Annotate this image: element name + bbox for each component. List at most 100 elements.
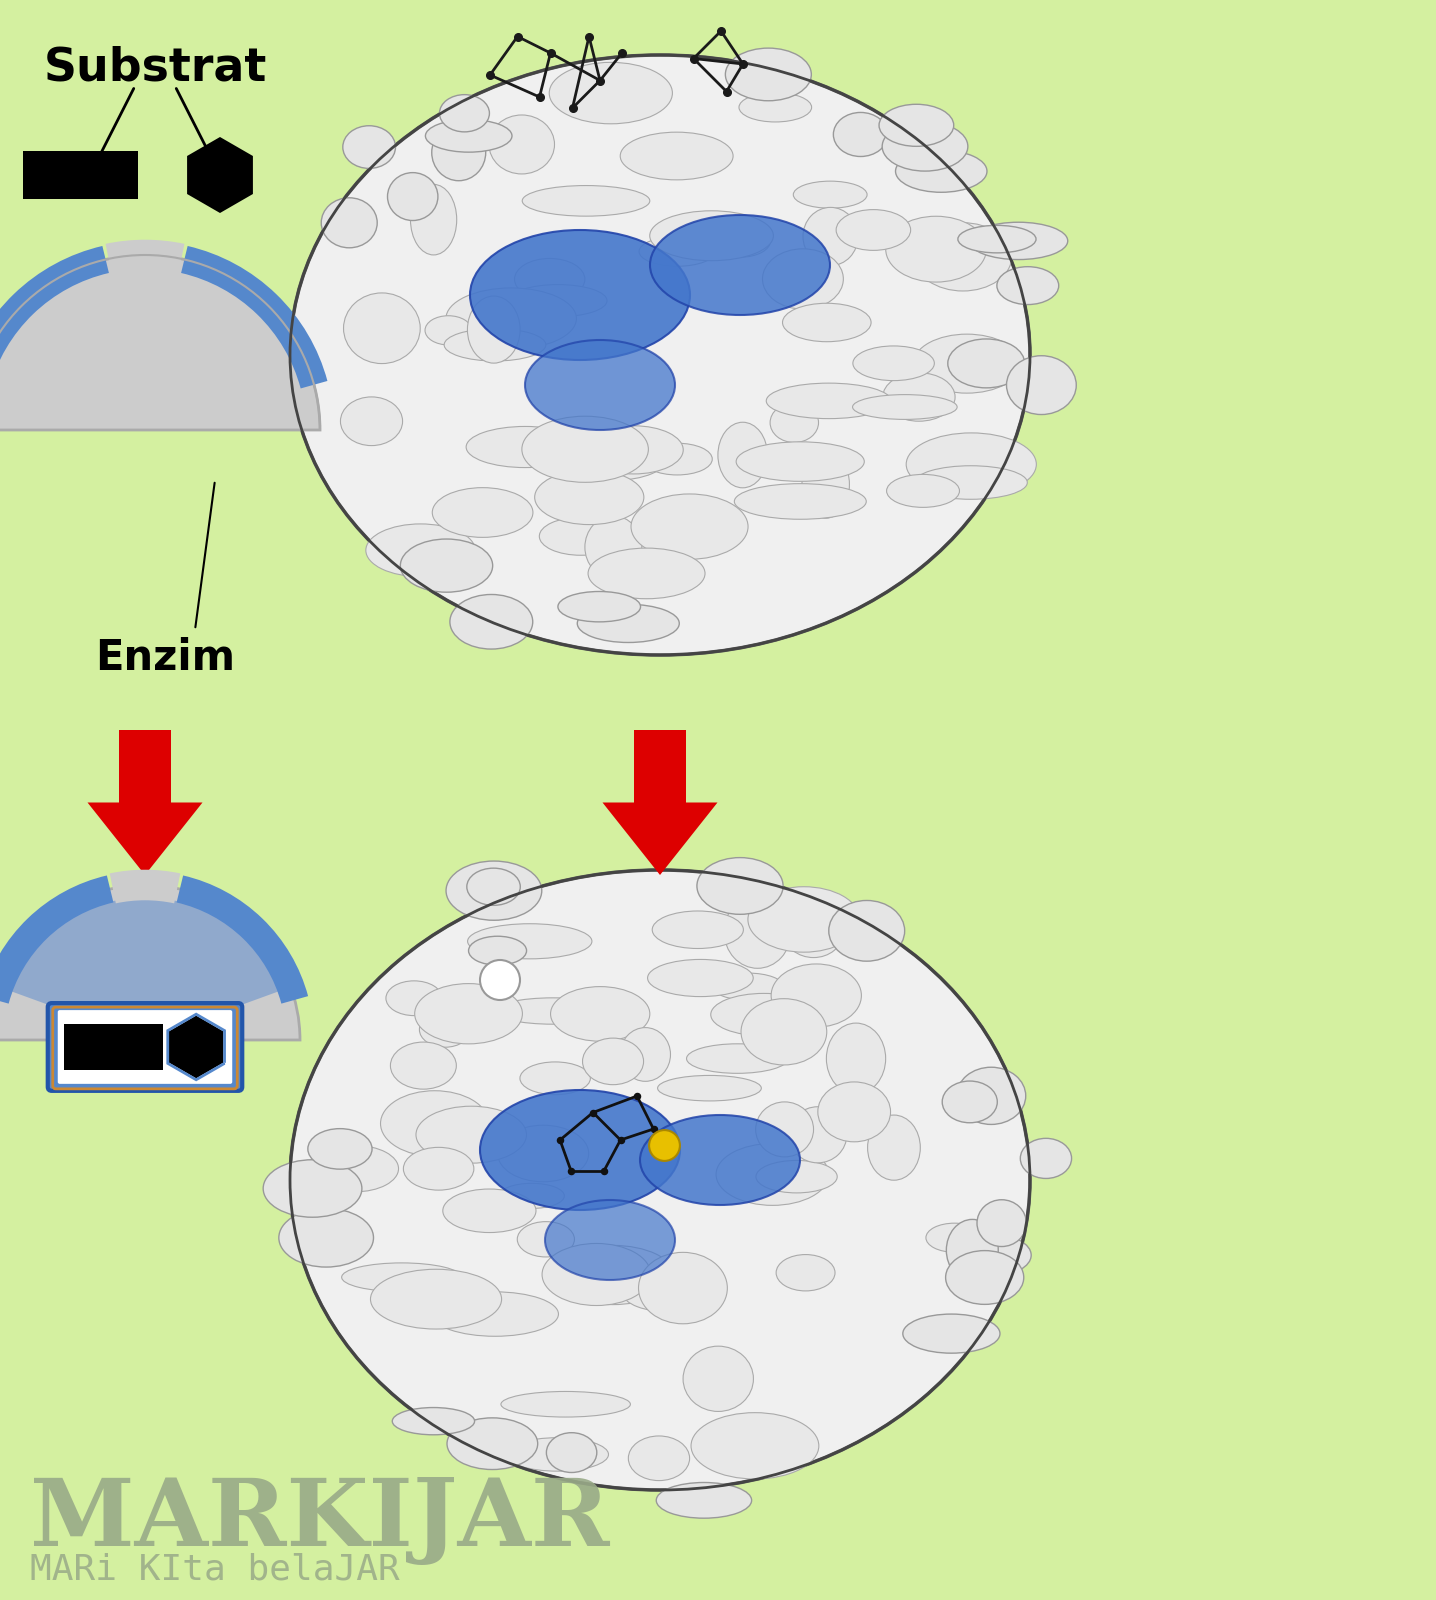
Ellipse shape bbox=[546, 1200, 675, 1280]
Ellipse shape bbox=[725, 48, 811, 101]
Ellipse shape bbox=[432, 488, 533, 538]
Ellipse shape bbox=[946, 1251, 1024, 1304]
Wedge shape bbox=[0, 885, 300, 1040]
Ellipse shape bbox=[490, 115, 554, 174]
Ellipse shape bbox=[470, 230, 691, 360]
Ellipse shape bbox=[609, 549, 681, 598]
Ellipse shape bbox=[734, 483, 866, 520]
Wedge shape bbox=[0, 254, 320, 430]
Ellipse shape bbox=[439, 94, 490, 131]
Ellipse shape bbox=[684, 1346, 754, 1411]
Ellipse shape bbox=[867, 1115, 920, 1181]
Ellipse shape bbox=[833, 112, 887, 157]
Ellipse shape bbox=[468, 923, 592, 958]
Ellipse shape bbox=[290, 54, 1030, 654]
Ellipse shape bbox=[549, 62, 672, 123]
Ellipse shape bbox=[948, 339, 1025, 387]
Ellipse shape bbox=[784, 909, 843, 957]
Ellipse shape bbox=[853, 395, 958, 419]
Ellipse shape bbox=[896, 150, 987, 192]
Ellipse shape bbox=[712, 973, 784, 1000]
Ellipse shape bbox=[997, 267, 1058, 304]
Ellipse shape bbox=[290, 870, 1030, 1490]
Ellipse shape bbox=[480, 1090, 681, 1210]
Ellipse shape bbox=[718, 422, 767, 488]
Ellipse shape bbox=[775, 1254, 834, 1291]
Ellipse shape bbox=[419, 1011, 471, 1048]
Ellipse shape bbox=[467, 869, 520, 906]
Ellipse shape bbox=[401, 539, 493, 592]
Ellipse shape bbox=[521, 416, 649, 482]
Ellipse shape bbox=[583, 1038, 643, 1085]
Bar bbox=[23, 150, 138, 198]
Ellipse shape bbox=[540, 517, 622, 555]
Text: Enzim: Enzim bbox=[95, 637, 236, 678]
Ellipse shape bbox=[651, 214, 830, 315]
Ellipse shape bbox=[370, 1269, 501, 1330]
Ellipse shape bbox=[392, 1408, 474, 1435]
Ellipse shape bbox=[906, 434, 1037, 496]
Ellipse shape bbox=[432, 125, 485, 181]
Ellipse shape bbox=[411, 184, 457, 254]
Ellipse shape bbox=[882, 122, 968, 171]
Ellipse shape bbox=[711, 994, 817, 1035]
Ellipse shape bbox=[416, 1106, 527, 1163]
Ellipse shape bbox=[886, 216, 987, 282]
Ellipse shape bbox=[952, 1234, 1031, 1277]
Polygon shape bbox=[603, 803, 718, 875]
Ellipse shape bbox=[853, 346, 935, 381]
Ellipse shape bbox=[620, 133, 734, 179]
Ellipse shape bbox=[915, 222, 1012, 291]
Ellipse shape bbox=[969, 222, 1068, 259]
Ellipse shape bbox=[381, 1091, 488, 1157]
Bar bbox=[635, 730, 686, 803]
Bar bbox=[119, 730, 171, 803]
Ellipse shape bbox=[741, 998, 827, 1066]
Text: MARKIJAR: MARKIJAR bbox=[30, 1475, 609, 1565]
Ellipse shape bbox=[658, 1075, 761, 1101]
Ellipse shape bbox=[771, 963, 862, 1027]
Ellipse shape bbox=[551, 1245, 673, 1304]
Ellipse shape bbox=[770, 403, 819, 443]
Ellipse shape bbox=[946, 1219, 998, 1282]
Ellipse shape bbox=[649, 211, 774, 261]
Ellipse shape bbox=[819, 1082, 890, 1142]
Ellipse shape bbox=[783, 304, 872, 342]
Ellipse shape bbox=[480, 960, 520, 1000]
Ellipse shape bbox=[517, 1222, 574, 1258]
Ellipse shape bbox=[801, 451, 850, 518]
Ellipse shape bbox=[561, 435, 668, 480]
Ellipse shape bbox=[956, 1067, 1025, 1125]
Ellipse shape bbox=[691, 1413, 819, 1478]
Ellipse shape bbox=[649, 1130, 679, 1162]
Bar bbox=[63, 1024, 162, 1070]
Ellipse shape bbox=[709, 224, 771, 258]
Ellipse shape bbox=[559, 592, 640, 622]
Ellipse shape bbox=[640, 1115, 800, 1205]
Ellipse shape bbox=[534, 470, 643, 525]
Ellipse shape bbox=[630, 494, 748, 560]
Ellipse shape bbox=[432, 1291, 559, 1336]
Ellipse shape bbox=[279, 1208, 373, 1267]
Ellipse shape bbox=[883, 373, 955, 421]
Wedge shape bbox=[11, 898, 279, 1040]
Ellipse shape bbox=[386, 981, 442, 1016]
Ellipse shape bbox=[322, 198, 378, 248]
Ellipse shape bbox=[546, 1432, 597, 1472]
Ellipse shape bbox=[724, 896, 791, 968]
Ellipse shape bbox=[263, 1160, 362, 1218]
Ellipse shape bbox=[656, 1483, 751, 1518]
FancyBboxPatch shape bbox=[57, 1010, 233, 1083]
Ellipse shape bbox=[620, 1027, 671, 1082]
Ellipse shape bbox=[915, 466, 1027, 499]
Ellipse shape bbox=[343, 293, 421, 363]
Ellipse shape bbox=[686, 1043, 788, 1074]
Ellipse shape bbox=[1007, 355, 1076, 414]
Ellipse shape bbox=[391, 1042, 457, 1090]
Ellipse shape bbox=[342, 1262, 461, 1291]
Ellipse shape bbox=[501, 1392, 630, 1418]
Ellipse shape bbox=[886, 475, 959, 507]
Ellipse shape bbox=[541, 1243, 651, 1306]
Ellipse shape bbox=[942, 1082, 998, 1123]
Ellipse shape bbox=[494, 998, 612, 1024]
